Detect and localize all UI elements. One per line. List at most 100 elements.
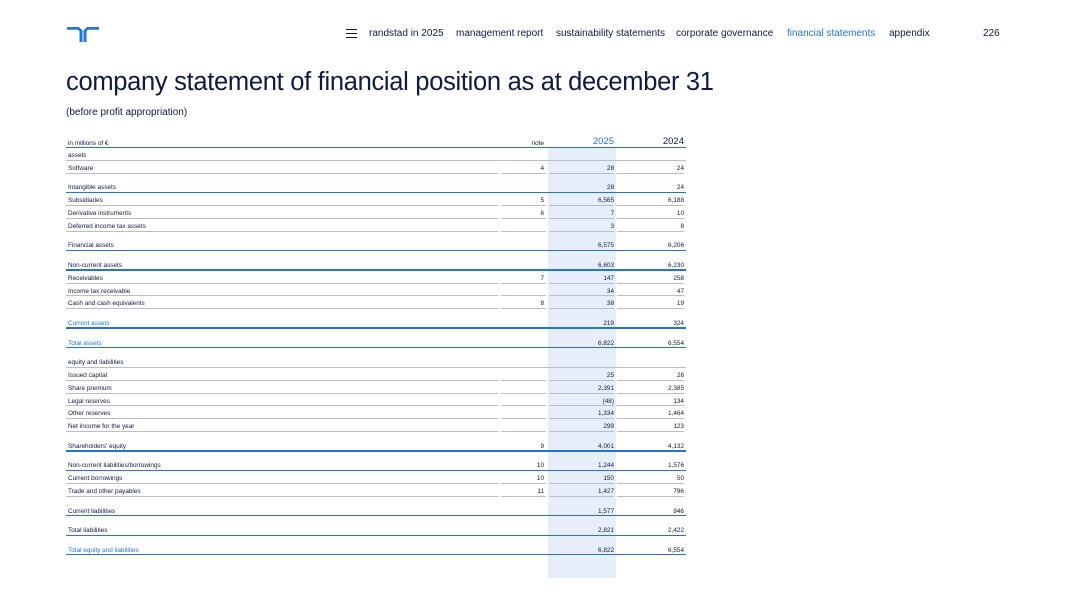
row-value-2025: 2,821 — [598, 527, 614, 535]
row-label: Legal reserves — [68, 397, 110, 405]
row-rule — [66, 418, 498, 420]
row-rule — [501, 495, 546, 497]
nav-item-sustainability-statements[interactable]: sustainability statements — [556, 28, 665, 39]
table-row: Non-current assets 6,603 6,230 — [66, 258, 686, 271]
row-rule — [501, 379, 546, 381]
row-rule — [501, 482, 546, 484]
table-row: Net income for the year 299 123 — [66, 419, 686, 432]
current-year-column-shade — [548, 148, 616, 578]
row-rule — [66, 172, 498, 174]
row-rule — [66, 217, 498, 219]
row-rule — [617, 482, 684, 484]
table-row: Shareholders' equity 9 4,001 4,132 — [66, 439, 686, 452]
row-value-2024: 123 — [673, 423, 684, 431]
row-rule — [549, 379, 614, 381]
row-value-2025: (48) — [602, 397, 614, 405]
row-rule — [549, 430, 614, 432]
row-value-2025: 25 — [606, 371, 614, 379]
row-value-2025: 299 — [603, 423, 614, 431]
row-label: Deferred income tax assets — [68, 222, 146, 230]
row-rule — [66, 450, 686, 452]
row-rule — [617, 495, 684, 497]
row-value-2024: 24 — [676, 164, 684, 172]
table-row: Deferred income tax assets 3 8 — [66, 219, 686, 232]
row-rule — [501, 418, 546, 420]
row-value-2024: 1,464 — [668, 410, 684, 418]
row-value-2024: 6,230 — [668, 261, 684, 269]
row-note: 10 — [536, 462, 544, 470]
row-rule — [617, 405, 684, 407]
row-rule — [549, 392, 614, 394]
table-row: Current borrowings 10 150 50 — [66, 471, 686, 484]
row-label: Total equity and liabilities — [68, 546, 139, 554]
hamburger-menu-icon[interactable] — [346, 29, 357, 39]
row-value-2024: 796 — [673, 487, 684, 495]
row-label: Income tax receivable — [68, 287, 131, 295]
table-row: Financial assets 6,575 6,206 — [66, 238, 686, 252]
table-row: Total equity and liabilities 6,822 6,554 — [66, 543, 686, 556]
table-row: Current assets 219 324 — [66, 316, 686, 329]
page-subtitle: (before profit appropriation) — [66, 107, 188, 118]
row-label: Financial assets — [68, 242, 114, 250]
page-number: 226 — [983, 28, 1000, 39]
table-row: Total liabilities 2,821 2,422 — [66, 523, 686, 536]
row-label: Cash and cash equivalents — [68, 300, 145, 308]
row-rule — [66, 282, 498, 284]
row-rule — [66, 482, 498, 484]
row-rule — [617, 230, 684, 232]
row-rule — [549, 308, 614, 310]
randstad-logo[interactable] — [66, 25, 100, 43]
row-rule — [617, 379, 684, 381]
top-navigation: randstad in 2025 management report susta… — [0, 28, 1066, 42]
row-value-2024: 47 — [676, 287, 684, 295]
row-rule — [501, 405, 546, 407]
page-title: company statement of financial position … — [66, 68, 714, 96]
row-value-2025: 6,565 — [598, 197, 614, 205]
nav-item-appendix[interactable]: appendix — [889, 28, 930, 39]
row-rule — [549, 204, 614, 206]
row-rule — [66, 366, 686, 368]
row-note: 4 — [540, 164, 544, 172]
row-value-2025: 147 — [603, 274, 614, 282]
table-row: Receivables 7 147 258 — [66, 271, 686, 284]
row-rule — [66, 249, 686, 252]
row-rule — [501, 282, 546, 284]
row-rule — [66, 405, 498, 407]
row-label: Issued capital — [68, 371, 108, 379]
row-value-2024: 24 — [676, 184, 684, 192]
nav-item-management-report[interactable]: management report — [456, 28, 544, 39]
row-label: Shareholders' equity — [68, 442, 127, 450]
row-label: Subsidiaries — [68, 197, 103, 205]
row-value-2024: 258 — [673, 274, 684, 282]
table-header: in millions of € note 2025 2024 — [66, 134, 686, 148]
row-value-2024: 50 — [676, 475, 684, 483]
row-rule — [549, 418, 614, 420]
row-rule — [549, 172, 614, 174]
row-value-2025: 2,391 — [598, 384, 614, 392]
row-rule — [617, 308, 684, 310]
row-value-2025: 1,427 — [598, 487, 614, 495]
row-label: Total assets — [68, 339, 102, 347]
table-row: Software 4 28 24 — [66, 161, 686, 174]
header-rule — [66, 146, 686, 148]
row-rule — [617, 204, 684, 206]
table-row: Trade and other payables 11 1,427 796 — [66, 484, 686, 497]
row-value-2024: 1,576 — [668, 462, 684, 470]
row-rule — [66, 469, 686, 472]
row-value-2024: 134 — [673, 397, 684, 405]
row-rule — [501, 204, 546, 206]
row-value-2024: 6,206 — [668, 242, 684, 250]
nav-item-corporate-governance[interactable]: corporate governance — [676, 28, 774, 39]
row-label: Software — [68, 164, 94, 172]
nav-item-financial-statements[interactable]: financial statements — [787, 28, 876, 39]
row-value-2025: 6,822 — [598, 546, 614, 554]
table-row: Intangible assets 28 24 — [66, 180, 686, 194]
nav-item-randstad-in-2025[interactable]: randstad in 2025 — [369, 28, 444, 39]
table-row: Total assets 6,822 6,554 — [66, 336, 686, 349]
row-rule — [549, 230, 614, 232]
table-row: Other reserves 1,334 1,464 — [66, 406, 686, 420]
row-value-2025: 28 — [606, 184, 614, 192]
row-value-2025: 6,822 — [598, 339, 614, 347]
table-row: Legal reserves (48) 134 — [66, 394, 686, 407]
row-note: 7 — [540, 274, 544, 282]
